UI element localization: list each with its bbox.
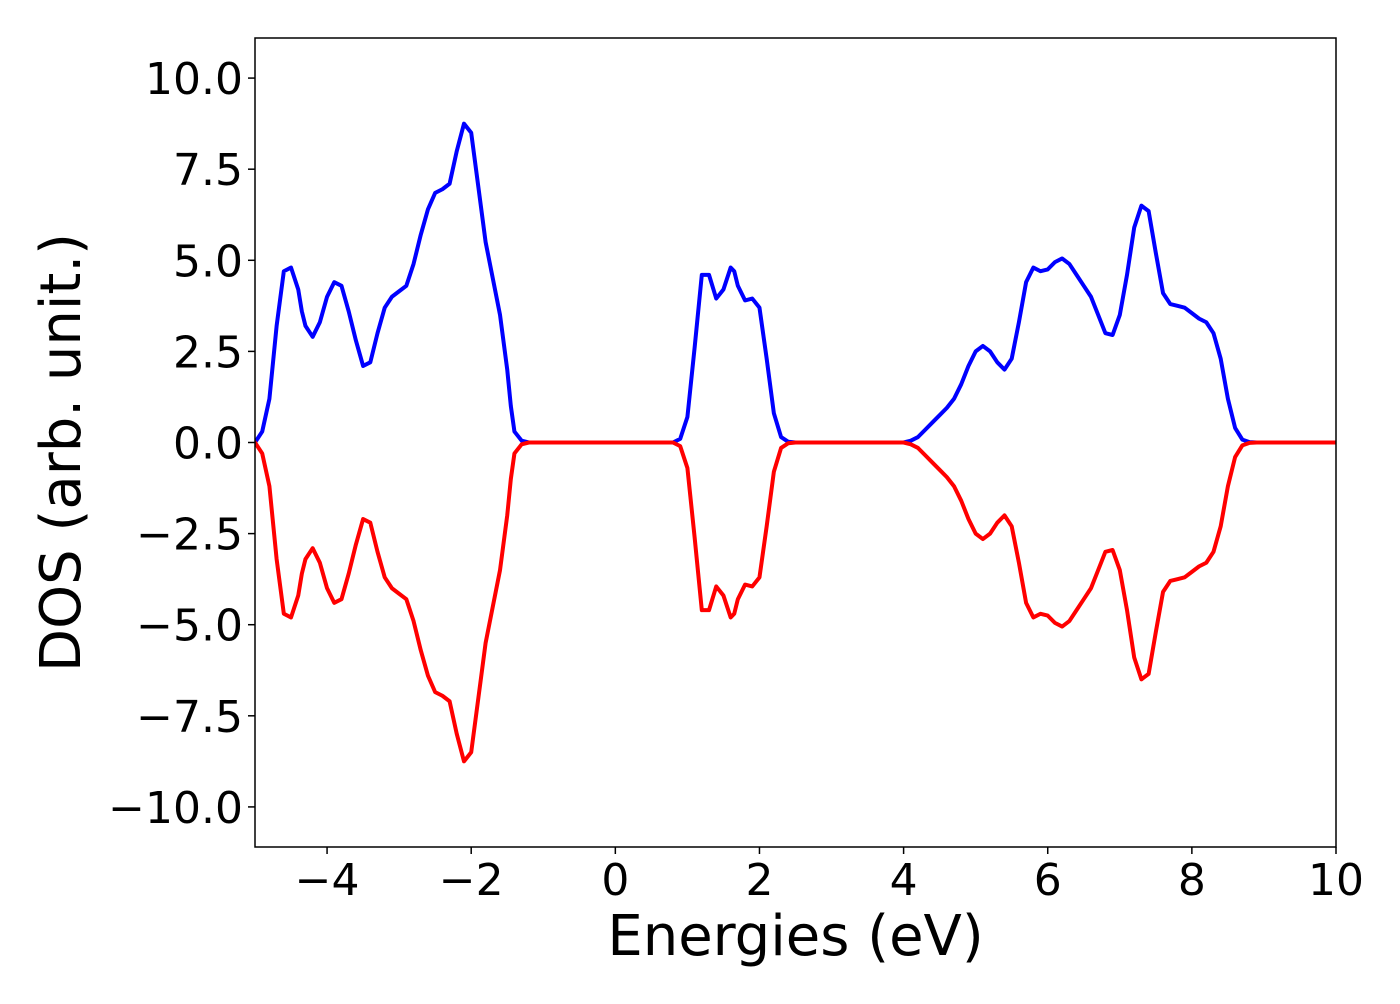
x-axis-label: Energies (eV) [607,904,983,969]
series-line-2 [255,440,1336,764]
x-axis-ticks: −4 −2 0 2 4 6 8 10 [295,847,1364,906]
y-tick-label: 0.0 [173,419,243,470]
y-tick-label: −10.0 [108,783,243,834]
y-tick-label: −2.5 [136,510,243,561]
x-tick-label: −2 [439,855,504,906]
x-tick-label: 6 [1034,855,1062,906]
y-tick-label: 10.0 [145,54,243,105]
x-tick-label: −4 [295,855,360,906]
y-tick-label: −5.0 [136,601,243,652]
y-axis-ticks: −10.0 −7.5 −5.0 −2.5 0.0 2.5 5.0 7.5 10.0 [108,54,255,834]
x-tick-label: 8 [1178,855,1206,906]
x-tick-label: 4 [890,855,918,906]
y-tick-label: −7.5 [136,692,243,743]
y-tick-label: 2.5 [173,327,243,378]
series-layer [255,121,1336,764]
series-line-1 [255,121,1336,445]
y-tick-label: 7.5 [173,145,243,196]
y-axis-label: DOS (arb. unit.) [29,233,94,672]
x-tick-label: 2 [745,855,773,906]
x-tick-label: 0 [601,855,629,906]
y-tick-label: 5.0 [173,236,243,287]
x-tick-label: 10 [1308,855,1364,906]
